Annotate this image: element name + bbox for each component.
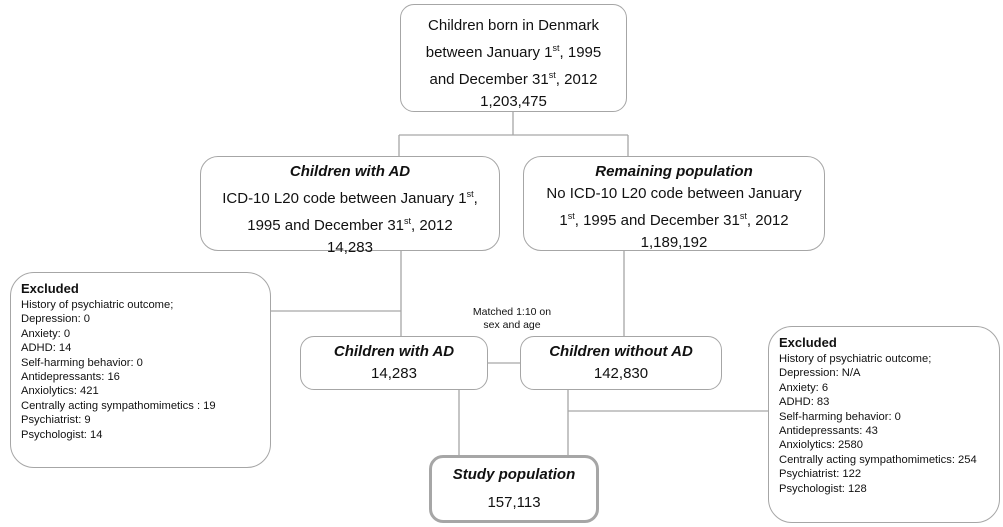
root-line-1: Children born in Denmark — [428, 17, 599, 34]
excluded-left-item: Psychiatrist: 9 — [21, 414, 91, 427]
excluded-left-title: Excluded — [21, 281, 79, 296]
excluded-right-item: Antidepressants: 43 — [779, 425, 878, 438]
remaining-count: 1,189,192 — [640, 234, 708, 251]
ad-matched-title: Children with AD — [333, 343, 455, 360]
excluded-right-item: Self-harming behavior: 0 — [779, 410, 901, 423]
excluded-right-item: Centrally acting sympathomimetics: 254 — [779, 453, 977, 466]
excluded-right-item: Depression: N/A — [779, 367, 861, 380]
study-title: Study population — [452, 466, 576, 483]
remaining-population-box: Remaining population No ICD-10 L20 code … — [523, 156, 825, 251]
excluded-left-item: Centrally acting sympathomimetics : 19 — [21, 399, 216, 412]
remaining-line-1: No ICD-10 L20 code between January — [546, 185, 802, 202]
root-line-3: and December 31st, 2012 — [429, 70, 598, 88]
ad-count: 14,283 — [327, 239, 373, 256]
no-ad-count: 142,830 — [593, 365, 649, 382]
matched-note-line-2: sex and age — [483, 319, 541, 331]
excluded-left-item: ADHD: 14 — [21, 342, 72, 355]
ad-matched-count: 14,283 — [371, 365, 417, 382]
excluded-right-item: Anxiety: 6 — [779, 381, 829, 394]
excluded-left-item: Psychologist: 14 — [21, 428, 103, 441]
excluded-left-item: History of psychiatric outcome; — [21, 299, 174, 311]
root-population-box: Children born in Denmark between January… — [400, 4, 627, 112]
excluded-left-item: Self-harming behavior: 0 — [21, 356, 143, 369]
excluded-left-item: Anxiolytics: 421 — [21, 385, 99, 398]
excluded-left-item: Depression: 0 — [21, 313, 91, 326]
study-population-box: Study population 157,113 — [429, 455, 599, 523]
children-with-ad-matched-box: Children with AD 14,283 — [300, 336, 488, 390]
root-count: 1,203,475 — [480, 93, 547, 110]
root-line-2: between January 1st, 1995 — [425, 43, 602, 61]
children-without-ad-box: Children without AD 142,830 — [520, 336, 722, 390]
excluded-right-item: Psychiatrist: 122 — [779, 468, 862, 481]
study-count: 157,113 — [487, 494, 541, 511]
excluded-left-box: Excluded History of psychiatric outcome;… — [10, 272, 271, 468]
excluded-left-item: Anxiety: 0 — [21, 327, 71, 340]
excluded-left-item: Antidepressants: 16 — [21, 371, 120, 384]
matched-note-line-1: Matched 1:10 on — [472, 306, 552, 318]
ad-line-2: 1995 and December 31st, 2012 — [247, 216, 453, 234]
excluded-right-item: ADHD: 83 — [779, 396, 830, 409]
remaining-line-2: 1st, 1995 and December 31st, 2012 — [559, 211, 789, 229]
ad-title: Children with AD — [289, 163, 411, 180]
excluded-right-item: Psychologist: 128 — [779, 482, 867, 495]
excluded-right-item: History of psychiatric outcome; — [779, 353, 932, 365]
excluded-right-box: Excluded History of psychiatric outcome;… — [768, 326, 1000, 523]
excluded-right-item: Anxiolytics: 2580 — [779, 439, 863, 452]
ad-line-1: ICD-10 L20 code between January 1st, — [222, 189, 478, 207]
excluded-right-title: Excluded — [779, 335, 837, 350]
matched-note: Matched 1:10 on sex and age — [452, 306, 572, 332]
no-ad-title: Children without AD — [549, 343, 693, 360]
children-with-ad-box: Children with AD ICD-10 L20 code between… — [200, 156, 500, 256]
remaining-title: Remaining population — [595, 163, 753, 180]
